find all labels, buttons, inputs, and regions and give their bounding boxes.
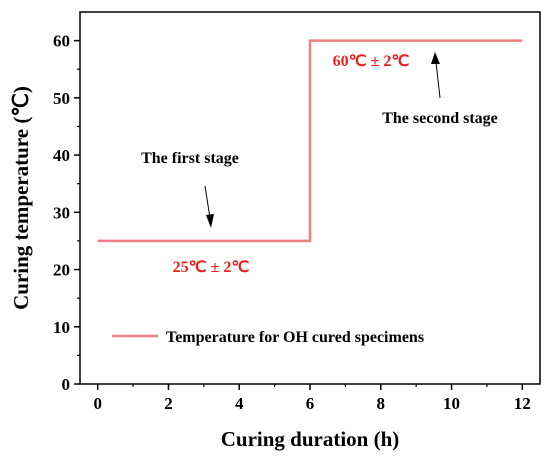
annotation-first-stage-label: The first stage: [141, 150, 239, 167]
y-tick-label: 50: [53, 89, 70, 108]
x-tick-label: 0: [93, 394, 102, 413]
annotation-temp-second: 60℃ ± 2℃: [333, 53, 410, 70]
annotation-first-stage: The first stage: [141, 150, 239, 228]
annotation-second-stage-label: The second stage: [382, 110, 498, 127]
series-layer: [97, 39, 523, 243]
arrowhead-first-stage: [206, 214, 214, 228]
arrowhead-second-stage: [431, 52, 440, 64]
legend-label: Temperature for OH cured specimens: [166, 329, 424, 346]
x-tick-label: 4: [235, 394, 244, 413]
y-tick-label: 30: [53, 203, 70, 222]
x-tick-label: 6: [306, 394, 315, 413]
x-axis-title: Curing duration (h): [221, 427, 400, 451]
y-tick-label: 0: [62, 375, 71, 394]
y-tick-label: 40: [53, 146, 70, 165]
x-tick-label: 12: [514, 394, 531, 413]
x-tick-label: 2: [164, 394, 173, 413]
legend: Temperature for OH cured specimens: [112, 329, 424, 346]
y-tick-label: 10: [53, 318, 70, 337]
series-line: [97, 39, 523, 243]
x-tick-label: 8: [377, 394, 386, 413]
tick-layer: 0 2 4 6 8 10 12 0 10 20 30 40 50 60: [53, 32, 531, 413]
arrow-first-stage: [204, 185, 211, 219]
annotation-temp-first: 25℃ ± 2℃: [173, 259, 250, 276]
x-tick-label: 10: [443, 394, 460, 413]
y-axis-title: Curing temperature (℃): [9, 86, 33, 310]
y-tick-label: 20: [53, 261, 70, 280]
annotation-second-stage: The second stage: [382, 52, 498, 127]
arrow-second-stage: [435, 61, 441, 99]
y-tick-label: 60: [53, 32, 70, 51]
